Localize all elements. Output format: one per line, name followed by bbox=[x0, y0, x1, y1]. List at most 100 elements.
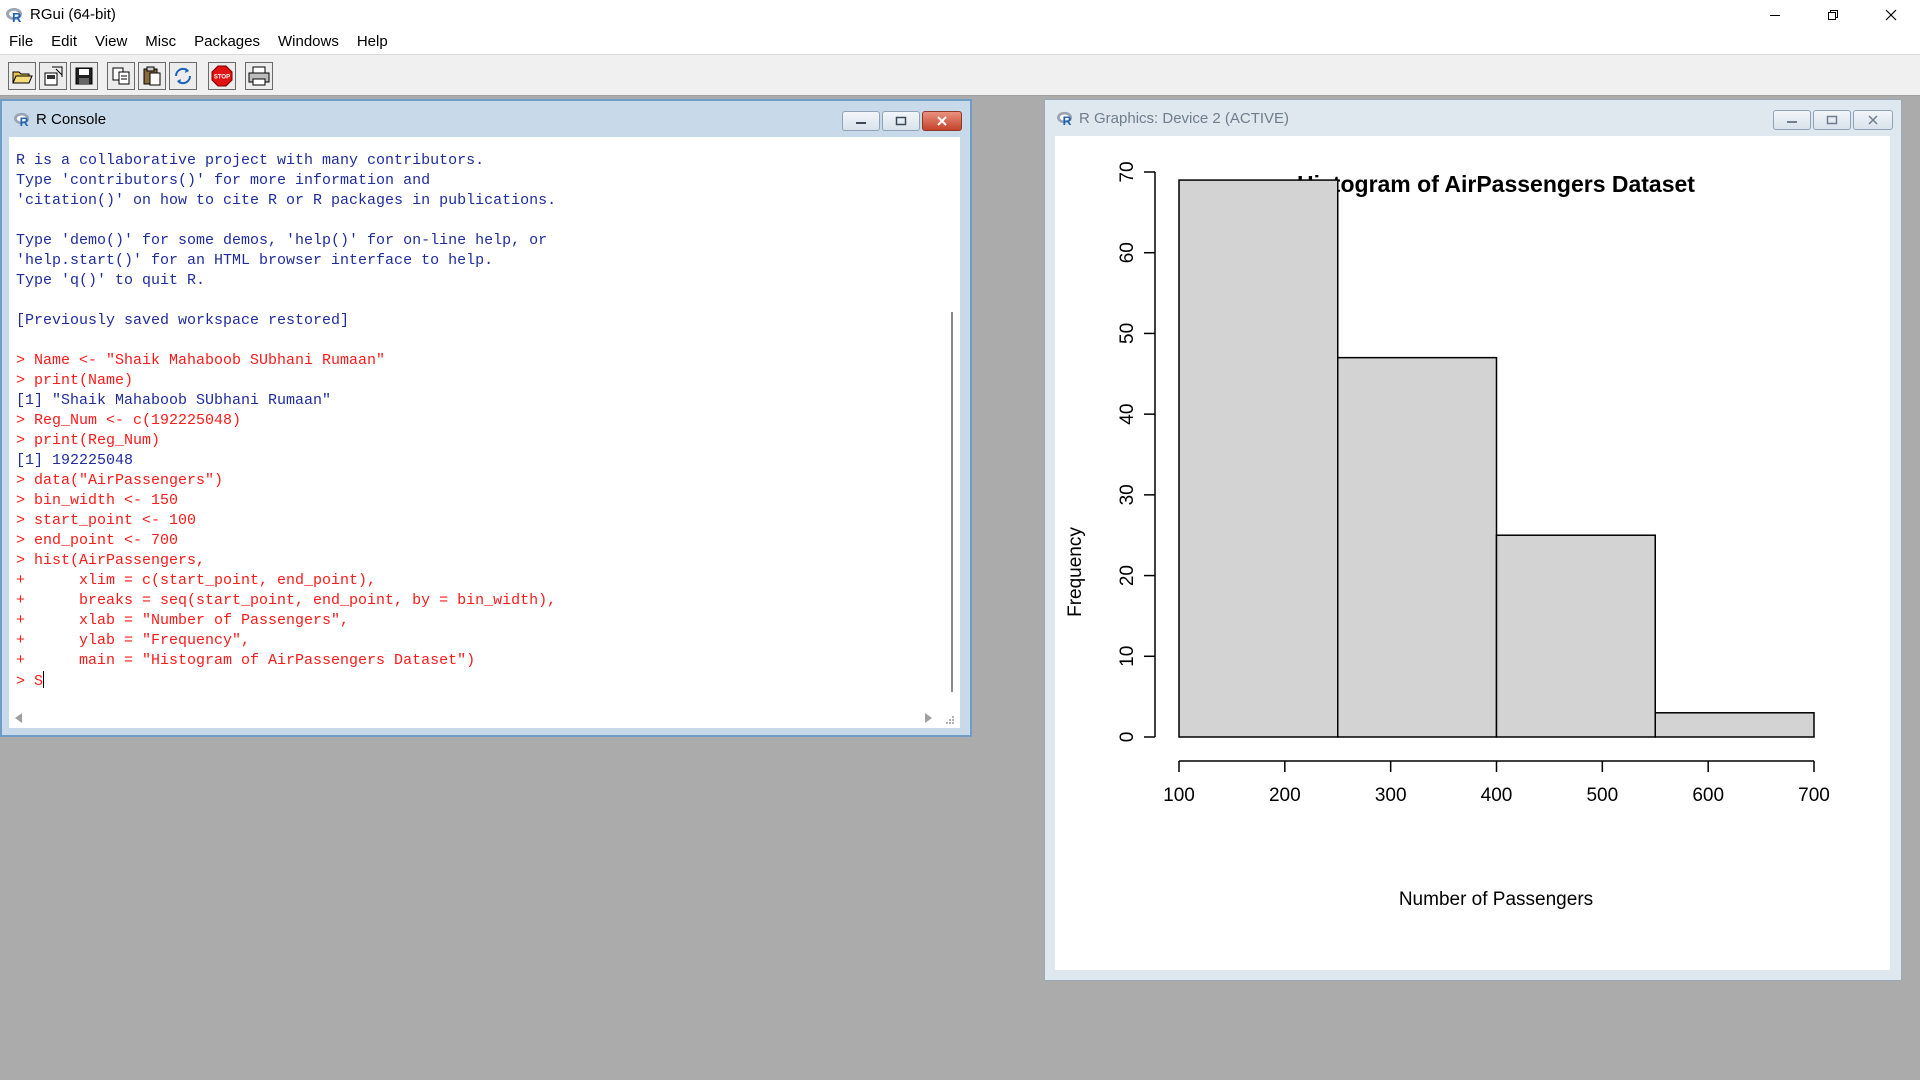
console-output-line: Type 'demo()' for some demos, 'help()' f… bbox=[16, 232, 548, 249]
close-icon bbox=[1885, 9, 1897, 20]
console-input-line: > data("AirPassengers") bbox=[16, 472, 224, 489]
console-input-line: > bin_width <- 150 bbox=[16, 492, 179, 509]
console-input-line: > start_point <- 100 bbox=[16, 512, 197, 529]
graphics-close-button[interactable] bbox=[1853, 110, 1893, 130]
bars-group bbox=[1178, 179, 1815, 738]
console-input-line: > hist(AirPassengers, bbox=[16, 552, 206, 569]
menu-view[interactable]: View bbox=[95, 33, 128, 50]
maximize-icon bbox=[895, 116, 907, 126]
print-icon bbox=[248, 66, 270, 86]
y-tick-label: 50 bbox=[1117, 323, 1138, 344]
histogram-bar-2 bbox=[1495, 534, 1656, 738]
menu-misc[interactable]: Misc bbox=[145, 33, 177, 50]
console-input[interactable]: S bbox=[34, 673, 44, 690]
paste-icon bbox=[143, 66, 161, 86]
minimize-icon bbox=[1787, 121, 1797, 123]
y-tick-label: 10 bbox=[1117, 646, 1138, 667]
window-controls bbox=[1746, 0, 1920, 29]
r-console-titlebar: R R Console bbox=[2, 101, 970, 137]
y-tick-label: 70 bbox=[1117, 161, 1138, 182]
maximize-icon bbox=[1826, 115, 1838, 125]
r-console-title: R Console bbox=[36, 110, 107, 128]
console-scroll-thumb[interactable] bbox=[951, 312, 953, 692]
console-horizontal-scrollbar[interactable] bbox=[9, 707, 960, 728]
console-prompt: > bbox=[16, 673, 35, 690]
menu-bar: File Edit View Misc Packages Windows Hel… bbox=[0, 29, 1920, 54]
console-input-line: + xlim = c(start_point, end_point), bbox=[16, 572, 377, 589]
refresh-icon bbox=[174, 67, 192, 85]
load-workspace-button[interactable] bbox=[39, 62, 67, 90]
console-maximize-button[interactable] bbox=[882, 111, 920, 131]
menu-help[interactable]: Help bbox=[356, 33, 388, 50]
menu-windows[interactable]: Windows bbox=[277, 33, 339, 50]
histogram-chart: Histogram of AirPassengers Dataset Numbe… bbox=[1065, 161, 1830, 910]
restore-button[interactable] bbox=[1804, 0, 1862, 29]
copy-button[interactable] bbox=[107, 62, 135, 90]
x-tick-label: 600 bbox=[1692, 785, 1724, 806]
console-output-line: [1] 192225048 bbox=[16, 452, 134, 469]
close-button[interactable] bbox=[1862, 0, 1920, 29]
menu-edit[interactable]: Edit bbox=[51, 33, 78, 50]
console-input-line: + breaks = seq(start_point, end_point, b… bbox=[16, 592, 557, 609]
r-graphics-controls bbox=[1773, 110, 1893, 130]
menu-packages[interactable]: Packages bbox=[194, 33, 260, 50]
x-tick-label: 700 bbox=[1798, 785, 1830, 806]
app-title: RGui (64-bit) bbox=[30, 6, 116, 23]
svg-text:R: R bbox=[20, 115, 29, 128]
graphics-maximize-button[interactable] bbox=[1813, 110, 1851, 130]
console-input-line: > end_point <- 700 bbox=[16, 532, 179, 549]
menu-file[interactable]: File bbox=[9, 33, 34, 50]
text-cursor bbox=[43, 671, 45, 688]
console-output-line: 'citation()' on how to cite R or R packa… bbox=[16, 192, 557, 209]
x-axis: 100 200 300 400 500 600 700 bbox=[1163, 760, 1830, 806]
x-tick-label: 200 bbox=[1269, 785, 1301, 806]
histogram-bar-0 bbox=[1178, 179, 1339, 738]
stop-icon: STOP bbox=[211, 65, 233, 87]
console-input-line: > Reg_Num <- c(192225048) bbox=[16, 412, 242, 429]
y-tick-label: 40 bbox=[1117, 404, 1138, 425]
save-icon bbox=[75, 67, 93, 85]
console-input-line: > print(Name) bbox=[16, 372, 134, 389]
r-graphics-window: R R Graphics: Device 2 (ACTIVE) Histogra… bbox=[1044, 99, 1902, 981]
histogram-bar-3 bbox=[1654, 712, 1815, 738]
scroll-left-icon[interactable] bbox=[15, 713, 22, 723]
app-titlebar: R RGui (64-bit) bbox=[0, 0, 1920, 29]
copy-paste-button[interactable] bbox=[169, 62, 197, 90]
print-button[interactable] bbox=[245, 62, 273, 90]
svg-text:R: R bbox=[12, 10, 22, 24]
paste-button[interactable] bbox=[138, 62, 166, 90]
copy-icon bbox=[112, 67, 130, 85]
minimize-button[interactable] bbox=[1746, 0, 1804, 29]
svg-text:R: R bbox=[1063, 114, 1072, 127]
console-output-line: [Previously saved workspace restored] bbox=[16, 312, 350, 329]
console-vertical-scrollbar[interactable] bbox=[943, 137, 960, 707]
restore-icon bbox=[1828, 9, 1838, 20]
r-console-controls bbox=[842, 111, 962, 131]
console-input-line: + ylab = "Frequency", bbox=[16, 632, 251, 649]
open-script-button[interactable] bbox=[8, 62, 36, 90]
histogram-bar-1 bbox=[1337, 356, 1498, 738]
r-graphics-title: R Graphics: Device 2 (ACTIVE) bbox=[1079, 109, 1290, 127]
resize-grip-icon[interactable] bbox=[945, 715, 955, 725]
console-close-button[interactable] bbox=[922, 111, 962, 131]
console-text: R is a collaborative project with many c… bbox=[16, 151, 556, 692]
stop-button[interactable]: STOP bbox=[208, 62, 236, 90]
y-tick-label: 30 bbox=[1117, 484, 1138, 505]
scroll-right-icon[interactable] bbox=[925, 713, 932, 723]
console-output[interactable]: R is a collaborative project with many c… bbox=[9, 137, 943, 707]
open-folder-icon bbox=[12, 71, 33, 84]
stop-label: STOP bbox=[214, 75, 230, 81]
r-graphics-titlebar: R R Graphics: Device 2 (ACTIVE) bbox=[1045, 100, 1901, 136]
graphics-minimize-button[interactable] bbox=[1773, 110, 1811, 130]
minimize-icon bbox=[1770, 14, 1780, 16]
r-console-window: R R Console R is a collaborative project… bbox=[0, 99, 972, 737]
toolbar: STOP bbox=[0, 54, 1920, 96]
r-logo-icon: R bbox=[6, 7, 22, 24]
console-minimize-button[interactable] bbox=[842, 111, 880, 131]
close-icon bbox=[937, 116, 947, 126]
save-workspace-button[interactable] bbox=[70, 62, 98, 90]
x-axis-label: Number of Passengers bbox=[1399, 889, 1593, 910]
console-output-line: Type 'contributors()' for more informati… bbox=[16, 172, 431, 189]
console-input-line: + main = "Histogram of AirPassengers Dat… bbox=[16, 652, 476, 669]
y-tick-label: 20 bbox=[1117, 565, 1138, 586]
